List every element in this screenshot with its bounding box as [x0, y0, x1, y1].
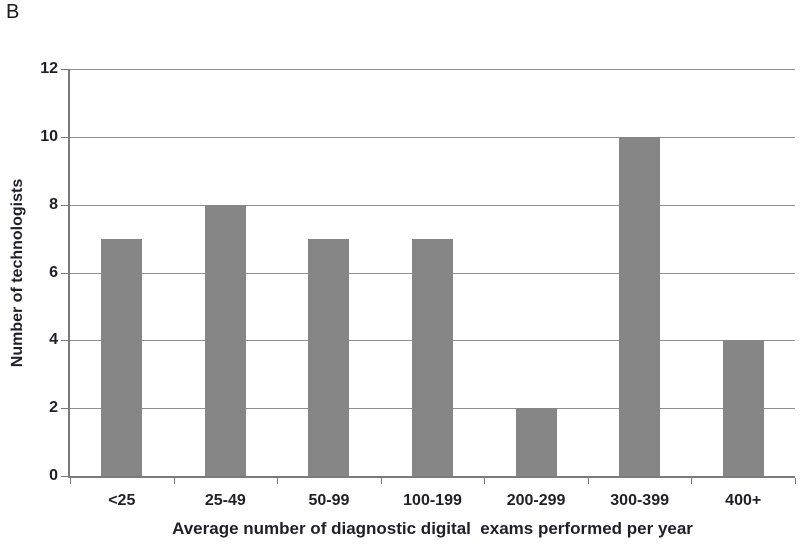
panel-label: B: [6, 1, 20, 23]
x-axis-title: Average number of diagnostic digital exa…: [172, 519, 693, 538]
x-tick-label: 400+: [725, 492, 762, 509]
y-tick-label: 6: [49, 263, 58, 281]
y-tick: [61, 204, 68, 206]
bar: [515, 408, 557, 476]
y-tick: [61, 272, 68, 274]
x-tick: [587, 478, 589, 484]
gridline: [70, 204, 795, 206]
y-tick: [61, 340, 68, 342]
bar: [619, 136, 661, 476]
x-tick-label: <25: [108, 492, 136, 509]
x-tick: [70, 478, 71, 484]
x-axis-line: [68, 476, 795, 478]
gridline: [70, 69, 795, 70]
x-tick: [380, 478, 382, 484]
x-tick: [277, 478, 279, 484]
x-tick-label: 25-49: [204, 492, 246, 509]
y-tick-label: 0: [49, 467, 58, 484]
x-tick: [691, 478, 693, 484]
y-tick-label: 12: [40, 60, 58, 77]
y-tick: [61, 476, 68, 477]
x-tick-label: 100-199: [403, 492, 462, 509]
bar: [204, 204, 246, 476]
x-tick-label: 50-99: [308, 492, 350, 509]
y-tick-label: 4: [49, 331, 58, 349]
x-tick-label: 200-299: [506, 492, 566, 509]
bar: [101, 238, 143, 476]
bar: [308, 238, 350, 476]
bar: [722, 340, 764, 476]
y-axis-line: [68, 69, 70, 478]
x-tick: [173, 478, 175, 484]
y-tick-label: 10: [40, 127, 58, 145]
y-tick-label: 2: [49, 399, 58, 417]
y-tick-label: 8: [49, 195, 58, 213]
x-tick: [484, 478, 486, 484]
x-tick: [795, 478, 796, 484]
y-tick: [61, 136, 68, 138]
x-tick-label: 300-399: [610, 492, 669, 509]
gridline: [70, 136, 795, 138]
y-tick: [61, 408, 68, 410]
y-tick: [61, 69, 68, 70]
bar: [412, 238, 453, 476]
